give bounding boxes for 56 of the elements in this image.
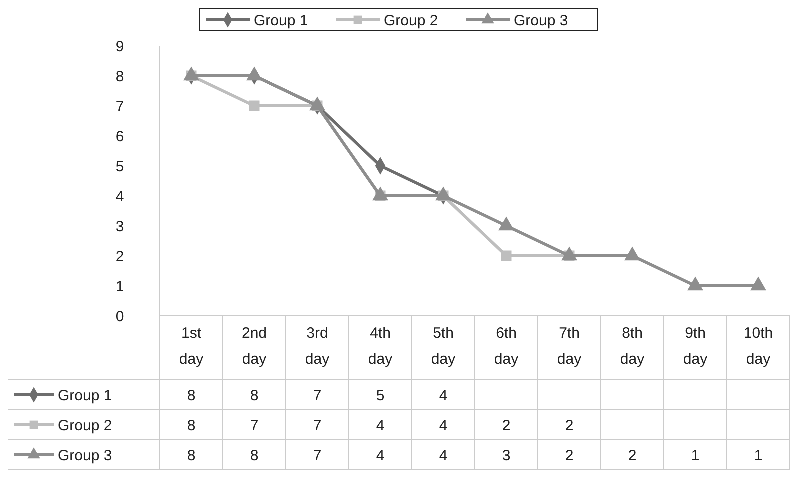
data-label: 8 <box>250 447 259 464</box>
data-label: 4 <box>376 447 385 464</box>
x-tick-label: 10th day <box>744 325 774 368</box>
data-label: 8 <box>187 447 196 464</box>
y-tick-label: 1 <box>116 278 124 296</box>
x-tick-label: 1st day <box>179 325 204 368</box>
x-tick-label: 7th day <box>557 325 582 368</box>
data-label: 7 <box>250 417 259 434</box>
data-label: 8 <box>187 417 196 434</box>
point <box>750 276 766 291</box>
data-label: 4 <box>439 447 448 464</box>
point <box>249 100 260 112</box>
data-label: 7 <box>313 387 322 404</box>
text: Group 1 <box>58 387 112 404</box>
legend-label: Group 3 <box>514 12 568 30</box>
y-tick-label: 7 <box>116 98 124 116</box>
data-label: 7 <box>313 417 322 434</box>
data-label: 1 <box>754 447 763 464</box>
data-label: 2 <box>565 417 574 434</box>
x-tick-label: 5th day <box>431 325 456 368</box>
point <box>688 276 704 291</box>
legend-label: Group 1 <box>254 12 308 30</box>
point <box>372 186 388 201</box>
data-label: 2 <box>502 417 511 434</box>
y-tick-label: 4 <box>116 188 124 206</box>
x-tick-label: 2nd day <box>242 325 268 368</box>
legend-label: Group 2 <box>384 12 438 30</box>
data-label: 4 <box>439 387 448 404</box>
data-label: 8 <box>250 387 259 404</box>
point <box>436 186 452 201</box>
data-label: 4 <box>376 417 385 434</box>
y-tick-label: 6 <box>116 128 124 146</box>
data-label: 2 <box>628 447 637 464</box>
point <box>624 246 640 261</box>
data-label: 4 <box>439 417 448 434</box>
y-tick-label: 3 <box>116 218 124 236</box>
x-tick-label: 4th day <box>368 325 394 368</box>
data-label: 1 <box>691 447 700 464</box>
y-tick-label: 5 <box>116 158 124 176</box>
text: Group 3 <box>58 447 112 464</box>
x-tick-label: 8th day <box>620 325 646 368</box>
data-label: 3 <box>502 447 511 464</box>
point <box>498 216 514 231</box>
point <box>562 246 578 261</box>
data-label: 8 <box>187 387 196 404</box>
y-tick-label: 9 <box>116 38 124 56</box>
x-tick-label: 6th day <box>494 325 520 368</box>
text: Group 2 <box>58 417 112 434</box>
data-label: 2 <box>565 447 574 464</box>
y-tick-label: 8 <box>116 68 124 86</box>
y-tick-label: 2 <box>116 248 124 266</box>
data-label: 5 <box>376 387 385 404</box>
x-tick-label: 9th day <box>683 325 708 368</box>
x-tick-label: 3rd day <box>305 325 330 368</box>
data-label: 7 <box>313 447 322 464</box>
y-tick-label: 0 <box>116 308 124 326</box>
